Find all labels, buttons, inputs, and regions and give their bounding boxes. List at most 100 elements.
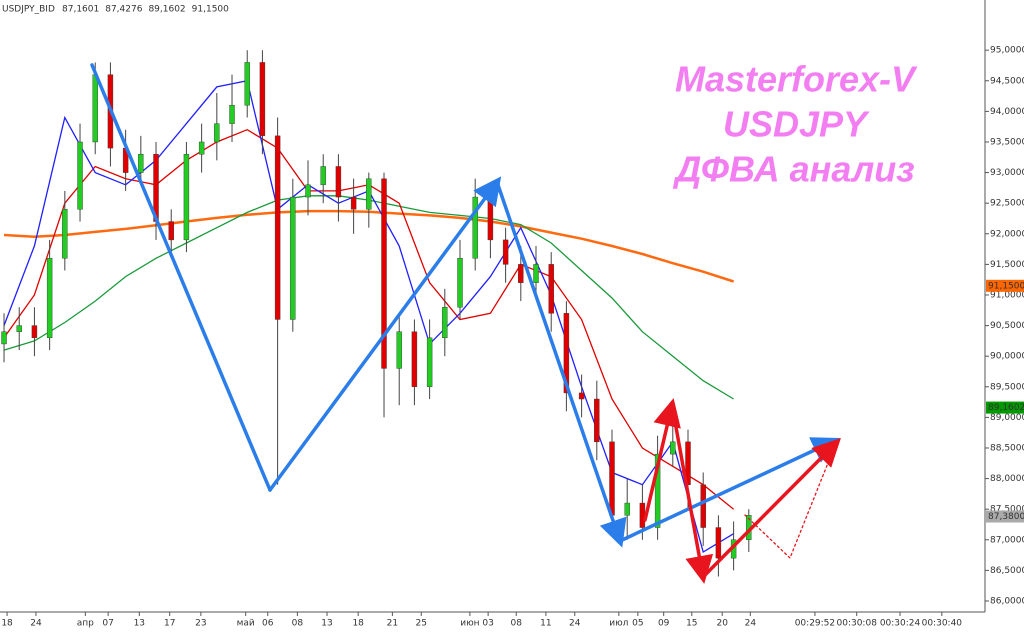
x-tick-label: 21 [387,619,398,629]
x-tick-label: 06 [262,619,274,629]
x-tick-label: 25 [416,619,427,629]
price-tag-label: 91,1500 [988,281,1024,291]
candle-body [305,184,311,198]
y-tick-label: 87,5000 [990,505,1024,515]
x-tick-label: 00:30:24 [880,619,921,629]
x-tick-label: 13 [321,619,332,629]
price-tag [986,510,1024,523]
y-tick-label: 86,0000 [990,596,1024,606]
candle-body [229,105,235,124]
candle-body [244,62,250,106]
annotation: ДФВА анализ [672,149,914,190]
candle-body [578,392,585,400]
candle-body [457,258,463,308]
x-tick-label: 00:30:08 [837,619,878,629]
x-tick-label: 00:29:52 [795,619,835,629]
annotation: Masterforex-V [675,59,918,100]
candle-body [563,313,570,394]
candle-body [31,325,38,339]
y-tick-label: 92,0000 [990,229,1024,239]
y-tick-label: 95,0000 [990,46,1024,56]
y-tick-label: 94,0000 [990,107,1024,117]
x-tick-label: 18 [1,619,13,629]
y-tick-label: 88,0000 [990,474,1024,484]
x-tick-label: 23 [195,619,206,629]
candle-body [639,502,646,528]
candle-body [670,441,676,455]
candle-body [487,196,494,241]
y-tick-label: 86,5000 [990,566,1024,576]
candle-body [183,154,190,241]
candle-body [533,264,539,283]
candle-body [168,221,174,241]
candle-body [138,154,144,173]
candle-body [548,264,554,314]
candle-body [426,337,433,387]
candle-body [411,331,418,387]
y-tick-label: 92,5000 [990,199,1024,209]
candle-body [700,484,706,528]
candle-body [442,307,448,339]
y-tick-label: 88,5000 [990,443,1024,453]
x-tick-label: 24 [569,619,581,629]
x-tick-label: 24 [30,619,42,629]
x-tick-label: 24 [745,619,757,629]
x-tick-label: июн [460,619,479,629]
y-tick-label: 90,5000 [990,321,1024,331]
x-tick-label: 15 [686,619,697,629]
candle-body [366,178,372,210]
candle-body [259,62,266,137]
candle-body [274,135,281,320]
x-tick-label: июл [609,619,628,629]
x-tick-label: 13 [134,619,145,629]
x-tick-label: 08 [292,619,304,629]
candle-body [198,141,205,155]
candle-body [290,196,296,320]
header-value: 91,1500 [192,5,229,15]
candle-body [77,141,83,210]
candle-body [62,209,68,259]
y-tick-label: 89,0000 [990,413,1024,423]
candle-body [715,527,722,559]
price-tag-label: 87,3800 [988,512,1024,522]
price-tag-label: 89,1602 [988,403,1024,413]
candle-body [502,239,509,265]
x-tick-label: 00:30:40 [922,619,963,629]
candle-body [624,502,630,516]
x-tick-label: 03 [482,619,493,629]
y-tick-label: 93,5000 [990,137,1024,147]
x-tick-label: май [237,619,255,629]
header-value: 87,1601 [62,5,99,15]
candle-body [320,166,326,186]
candle-body [381,178,387,369]
y-tick-label: 87,0000 [990,535,1024,545]
x-tick-label: 18 [352,619,364,629]
x-tick-label: 11 [540,619,551,629]
y-tick-label: 93,0000 [990,168,1024,178]
x-tick-label: 20 [716,619,728,629]
header-value: 87,4276 [105,5,142,15]
y-tick-label: 91,5000 [990,260,1024,270]
wave-arrows [90,63,841,584]
y-tick-label: 89,5000 [990,382,1024,392]
candle-body [396,331,402,369]
candle-body [518,264,524,283]
x-tick-label: 07 [102,619,113,629]
x-tick-label: 17 [164,619,175,629]
candle-body [214,123,220,143]
x-tick-label: апр [77,619,94,629]
x-tick-label: 09 [658,619,670,629]
x-tick-label: 08 [511,619,523,629]
candle-body [594,398,600,443]
candle-body [46,258,53,339]
symbol: USDJPY_BID [2,5,55,15]
candle-body [654,453,661,528]
y-tick-label: 94,5000 [990,76,1024,86]
candle-body [92,74,98,143]
candle-body [609,441,615,516]
candle-body [350,196,357,210]
annotation: USDJPY [723,104,870,145]
y-tick-label: 91,0000 [990,290,1024,300]
candle-body [1,331,7,345]
price-tag [986,401,1024,414]
